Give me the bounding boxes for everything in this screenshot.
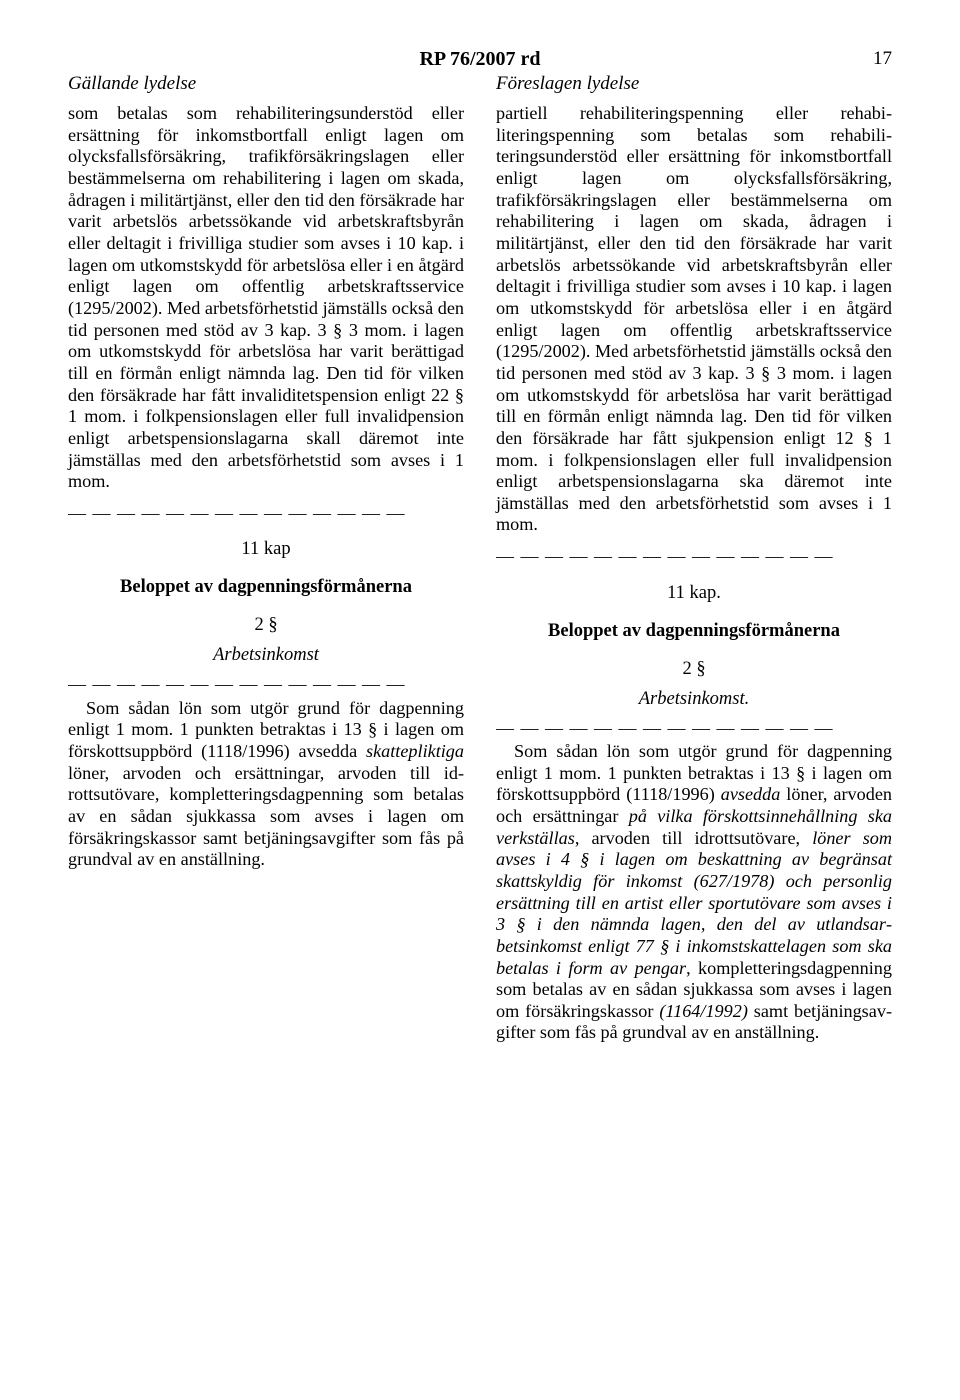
italic-span: (1164/1992) [659, 1001, 748, 1021]
left-lower-paragraph: Som sådan lön som utgör grund för dag­pe… [68, 698, 464, 871]
left-upper-paragraph: som betalas som rehabiliteringsunderstöd… [68, 103, 464, 493]
text-span: löner, arvoden och ersättningar, arvoden… [68, 763, 464, 870]
right-section-title: Beloppet av dagpenningsförmånerna [496, 620, 892, 642]
right-column-header: Föreslagen lydelse [496, 73, 892, 95]
left-chapter-label: 11 kap [68, 538, 464, 560]
italic-span: löner som avses i 4 § i lagen om beskatt… [496, 828, 892, 978]
divider-dashes: — — — — — — — — — — — — — — [68, 503, 464, 524]
right-chapter-label: 11 kap. [496, 582, 892, 604]
right-upper-paragraph: partiell rehabiliteringspenning eller re… [496, 103, 892, 536]
divider-dashes: — — — — — — — — — — — — — — [68, 674, 464, 695]
right-section-number: 2 § [496, 658, 892, 680]
right-lower-paragraph: Som sådan lön som utgör grund för dag­pe… [496, 741, 892, 1044]
divider-dashes: — — — — — — — — — — — — — — [496, 546, 892, 567]
left-column: som betalas som rehabiliteringsunderstöd… [68, 103, 464, 1044]
divider-dashes: — — — — — — — — — — — — — — [496, 718, 892, 739]
doc-title: RP 76/2007 rd [68, 48, 892, 71]
italic-span: skattepliktiga [366, 741, 464, 761]
left-section-number: 2 § [68, 614, 464, 636]
left-section-subtitle: Arbetsinkomst [68, 644, 464, 666]
right-column: partiell rehabiliteringspenning eller re… [496, 103, 892, 1044]
left-section-title: Beloppet av dagpenningsförmånerna [68, 576, 464, 598]
text-span: , arvoden till idrottsutövare, [575, 828, 812, 848]
right-section-subtitle: Arbetsinkomst. [496, 688, 892, 710]
italic-span: avsedda [721, 784, 781, 804]
left-column-header: Gällande lydelse [68, 73, 464, 95]
page-number: 17 [873, 48, 892, 70]
